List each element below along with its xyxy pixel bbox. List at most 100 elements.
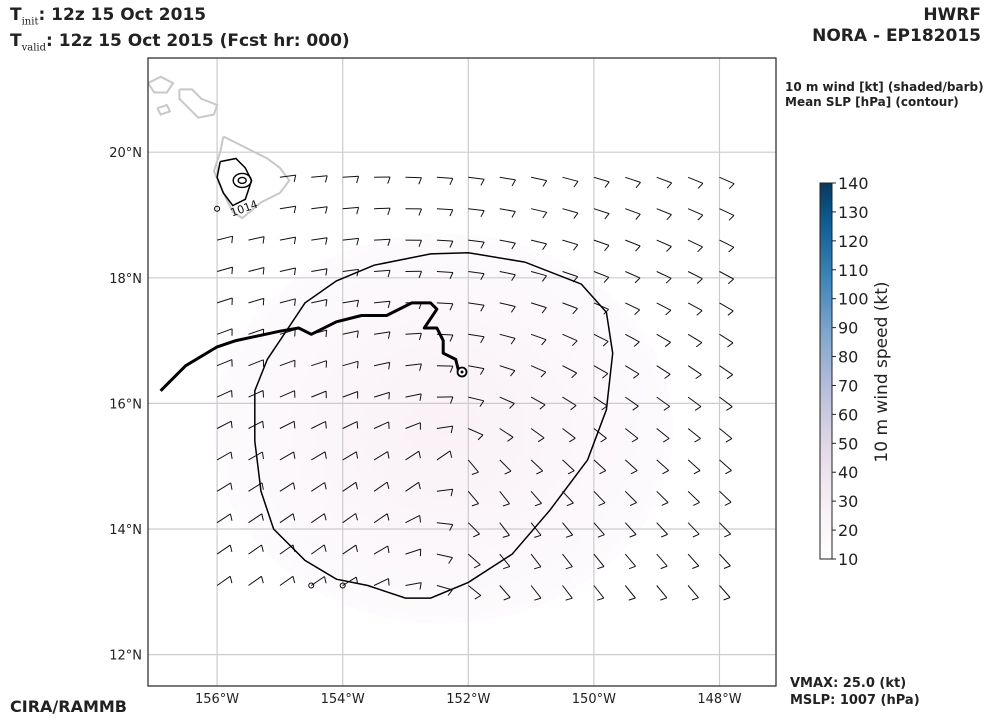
wind-barb-feather [294, 329, 296, 337]
wind-barb-feather [231, 390, 233, 398]
wind-barb [719, 271, 734, 280]
wind-barb-feather [635, 182, 641, 189]
wind-barb [593, 490, 606, 504]
y-tick-label: 12°N [109, 649, 142, 664]
wind-barb-feather [450, 396, 454, 404]
wind-barb [530, 490, 542, 504]
wind-barb [373, 578, 389, 586]
wind-barb [562, 490, 574, 504]
wind-barb-feather [261, 576, 264, 584]
wind-barb [468, 239, 485, 243]
wind-barb [656, 459, 670, 471]
wind-barb-feather [697, 246, 703, 253]
wind-barb [625, 176, 641, 183]
wind-barb [530, 522, 542, 536]
wind-barb [625, 333, 640, 343]
wind-barb [593, 553, 605, 567]
wind-barb [467, 522, 480, 535]
wind-barb [499, 365, 516, 372]
wind-barb-feather [511, 179, 516, 187]
wind-barb-feather [635, 245, 641, 252]
wind-barb-feather [231, 236, 234, 244]
wind-barb [279, 205, 296, 210]
wind-barb [625, 271, 641, 279]
wind-barb-feather [728, 183, 735, 190]
wind-barb-feather [294, 267, 296, 276]
wind-barb [530, 585, 542, 599]
wind-barb [719, 490, 732, 503]
wind-barb-feather [262, 236, 265, 244]
colorbar-tick-label: 130 [838, 203, 869, 222]
wind-barb [468, 365, 485, 370]
wind-barb [530, 396, 546, 406]
wind-barb-feather [324, 576, 327, 584]
wind-barb [530, 333, 547, 341]
x-tick-label: 154°W [321, 692, 365, 707]
wind-barb [374, 331, 390, 335]
colorbar-label: 10 m wind speed (kt) [872, 281, 892, 462]
wind-barb [342, 299, 359, 304]
wind-barb [436, 176, 453, 179]
wind-barb-feather [293, 237, 297, 245]
colorbar-tick-label: 10 [838, 550, 858, 569]
wind-barb [624, 490, 637, 503]
wind-barb [499, 239, 516, 244]
slp-contour-inner [232, 172, 252, 189]
wind-barb-feather [292, 576, 296, 584]
wind-barb [405, 481, 419, 492]
wind-barb [405, 450, 420, 461]
colorbar-tick-label: 20 [838, 521, 858, 540]
vmax-stat: VMAX: 25.0 (kt) [790, 676, 907, 691]
coastline-segment [212, 135, 291, 220]
wind-barb-feather [666, 214, 672, 221]
wind-barb [248, 575, 262, 586]
colorbar-tick-label: 140 [838, 174, 869, 193]
wind-barb [279, 390, 295, 398]
colorbar-tick-label: 120 [838, 232, 869, 251]
wind-barb [656, 396, 670, 407]
wind-barb-feather [635, 213, 641, 220]
wind-barb [687, 459, 701, 471]
wind-barb-feather [324, 482, 327, 490]
wind-barb [342, 360, 359, 367]
wind-barb-feather [725, 438, 733, 443]
wind-barb-feather [697, 182, 704, 189]
wind-shade-area [213, 233, 674, 624]
wind-barb-feather [323, 513, 327, 521]
wind-barb-feather [573, 212, 579, 219]
wind-barb [311, 390, 327, 398]
wind-barb [436, 488, 453, 492]
wind-barb [248, 297, 264, 304]
wind-barb-feather [724, 501, 732, 506]
wind-barb-feather [387, 239, 391, 247]
wind-barb [719, 176, 735, 185]
wind-barb [687, 585, 699, 599]
wind-barb-feather [629, 534, 637, 538]
wind-barb [562, 585, 573, 599]
wind-barb-feather [728, 246, 735, 253]
wind-barb [436, 239, 453, 242]
wind-barb-feather [695, 342, 703, 348]
wind-barb [373, 481, 388, 492]
wind-barb [468, 333, 485, 338]
wind-barb-feather [450, 425, 454, 434]
wind-barb-feather [570, 405, 577, 411]
wind-barb-feather [356, 330, 359, 338]
wind-barb-feather [565, 534, 573, 538]
wind-barb [374, 300, 391, 304]
wind-barb-feather [449, 365, 454, 373]
wind-barb-feather [387, 207, 391, 215]
wind-barb-feather [356, 238, 360, 246]
wind-barb-feather [511, 211, 516, 218]
wind-barb-feather [573, 244, 579, 251]
wind-barb-feather [449, 450, 453, 458]
wind-barb [248, 451, 263, 461]
wind-barb [436, 585, 453, 591]
wind-barb [311, 268, 328, 272]
wind-barb [216, 482, 231, 492]
wind-barb [405, 393, 422, 398]
wind-barb [593, 459, 607, 471]
wind-barb [530, 553, 542, 568]
wind-barb-feather [664, 341, 671, 348]
wind-barb [530, 459, 544, 472]
